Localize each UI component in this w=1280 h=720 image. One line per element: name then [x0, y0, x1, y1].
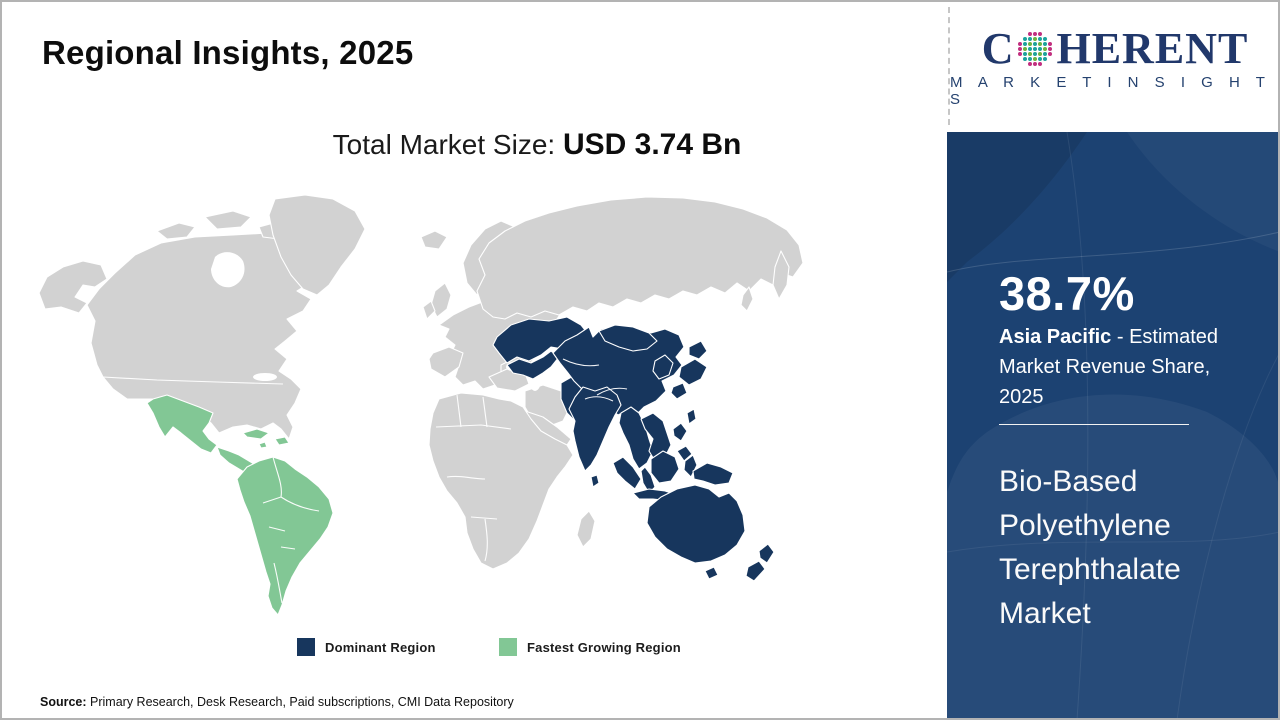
world-map	[37, 187, 817, 637]
legend-item-dominant: Dominant Region	[297, 638, 436, 656]
country-mongolia	[598, 324, 658, 352]
indonesia-sumatra	[612, 456, 642, 490]
share-desc-text: - Estimated Market Revenue Share, 2025	[999, 326, 1218, 408]
share-description: Asia Pacific - Estimated Market Revenue …	[999, 322, 1239, 412]
country-alaska	[38, 260, 108, 314]
legend-swatch-fastest-growing	[499, 638, 517, 656]
country-russia	[476, 196, 804, 320]
country-india	[568, 386, 622, 472]
region-latin-america	[146, 394, 334, 616]
country-papua-new-guinea	[692, 462, 734, 486]
island-tasmania	[704, 566, 719, 580]
country-borders	[102, 358, 628, 604]
globe-dots-icon	[1018, 31, 1053, 66]
sidebar-panel: 38.7% Asia Pacific - Estimated Market Re…	[947, 132, 1278, 718]
country-madagascar	[576, 510, 596, 548]
region-africa	[428, 392, 574, 570]
region-asia-pacific	[492, 316, 775, 582]
country-australia	[646, 484, 746, 564]
source-line: Source: Primary Research, Desk Research,…	[40, 695, 514, 709]
source-text: Primary Research, Desk Research, Paid su…	[86, 695, 514, 709]
logo-dashed-divider	[948, 7, 950, 125]
island-cuba	[242, 428, 270, 440]
japan-hokkaido	[688, 340, 708, 360]
philippines-mindanao	[676, 445, 693, 462]
arctic-island-1	[156, 222, 196, 240]
logo-letters-herent: HERENT	[1056, 23, 1249, 73]
country-taiwan	[686, 408, 697, 425]
region-central-asia	[506, 350, 560, 380]
country-iceland	[420, 230, 448, 250]
page-title: Regional Insights, 2025	[42, 34, 414, 71]
country-korea	[652, 354, 674, 380]
legend-item-fastest-growing: Fastest Growing Region	[499, 638, 681, 656]
nz-north-island	[758, 543, 775, 564]
legend-label-fastest-growing: Fastest Growing Region	[527, 639, 681, 655]
country-iberia	[428, 346, 464, 378]
country-greenland	[268, 194, 366, 296]
great-lakes	[253, 373, 277, 381]
country-ireland	[422, 300, 436, 320]
country-myanmar-thailand	[618, 406, 654, 470]
world-map-svg	[38, 194, 804, 616]
arctic-island-2	[204, 210, 252, 230]
region-rest-of-world	[38, 194, 804, 570]
sidebar-divider	[999, 424, 1189, 425]
japan-kyushu	[670, 382, 688, 400]
region-south-america	[236, 456, 334, 616]
nz-south-island	[745, 560, 766, 582]
country-mexico	[146, 394, 218, 454]
total-market-size: Total Market Size: USD 3.74 Bn	[2, 128, 1072, 162]
legend-label-dominant: Dominant Region	[325, 639, 436, 655]
share-value: 38.7%	[999, 267, 1135, 320]
indonesia-borneo	[650, 450, 680, 484]
logo-letter-c: C	[981, 23, 1015, 73]
legend-swatch-dominant	[297, 638, 315, 656]
market-name: Bio-Based Polyethylene Terephthalate Mar…	[999, 465, 1181, 630]
total-market-size-value: USD 3.74 Bn	[562, 128, 742, 161]
island-sakhalin	[740, 286, 754, 312]
share-region: Asia Pacific	[999, 326, 1112, 348]
country-sri-lanka	[590, 474, 600, 488]
source-label: Source:	[40, 695, 87, 709]
island-hispaniola	[274, 436, 290, 446]
total-market-size-label: Total Market Size:	[332, 129, 563, 160]
logo-panel: C	[950, 2, 1278, 132]
island-jamaica	[258, 441, 268, 449]
logo-tagline: M A R K E T I N S I G H T S	[950, 73, 1271, 108]
peninsula-kamchatka	[772, 250, 790, 300]
logo: C	[950, 2, 1278, 132]
japan-honshu	[678, 358, 708, 386]
philippines-luzon	[672, 422, 688, 442]
logo-wordmark: C	[981, 23, 1249, 73]
hudson-bay	[211, 252, 245, 288]
